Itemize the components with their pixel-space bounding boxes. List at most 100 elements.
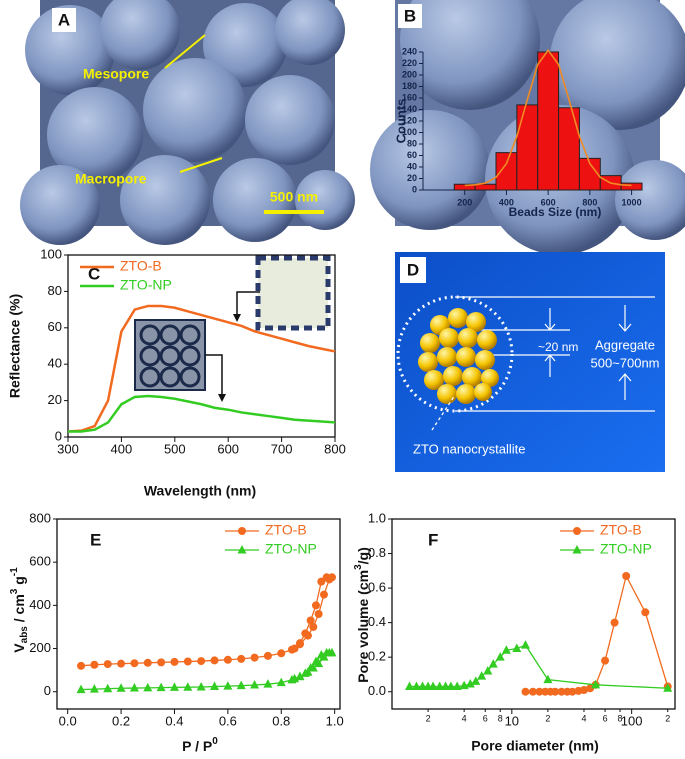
annotation: Mesopore [83, 66, 149, 82]
marker [196, 681, 206, 691]
marker [520, 640, 530, 649]
y-tick-label: 120 [402, 115, 417, 125]
marker [90, 660, 99, 669]
marker [301, 629, 310, 638]
legend-marker [238, 527, 246, 535]
bar [558, 107, 580, 191]
marker [314, 610, 323, 618]
bar [495, 152, 518, 191]
marker [483, 666, 493, 675]
panel-label-box [52, 8, 76, 32]
marker [210, 656, 219, 665]
panel-label-box [398, 4, 422, 28]
marker [116, 683, 126, 692]
x-tick-label: 8 [498, 713, 503, 723]
marker [477, 671, 487, 680]
marker [290, 673, 300, 683]
marker [446, 681, 456, 691]
marker [263, 679, 273, 688]
nanocrystal-label: ZTO nanocrystallite [413, 441, 525, 456]
marker [143, 658, 152, 667]
marker [306, 616, 315, 625]
bar [516, 104, 539, 191]
guide-lines [396, 295, 655, 413]
x-tick-label: 0.6 [219, 713, 237, 728]
panel-label: A [58, 10, 70, 29]
marker [103, 660, 112, 669]
x-tick-label: 200 [457, 197, 472, 207]
marker [117, 659, 126, 668]
x-tick-label: 4 [581, 713, 586, 723]
marker [316, 650, 326, 659]
marker [495, 652, 505, 661]
marker [143, 682, 153, 692]
marker [306, 662, 316, 672]
series-line [67, 304, 336, 433]
x-tick-label: 1000 [622, 197, 642, 207]
marker [501, 645, 511, 654]
marker [488, 659, 498, 668]
x-tick-label: 400 [111, 441, 133, 456]
marker [535, 687, 544, 696]
marker [311, 656, 321, 665]
y-tick-label: 0.2 [368, 649, 386, 664]
marker [311, 601, 320, 610]
panel-label: B [404, 6, 416, 25]
x-tick-label: 4 [462, 713, 467, 723]
x-tick-label: 2 [426, 713, 431, 723]
chart-C: 0 20 40 60 80 100 300 400 500 600 700 800 ZTO-B ZTO-N… [40, 246, 346, 456]
marker [183, 682, 193, 691]
y-tick-label: 100 [402, 127, 417, 137]
y-axis-label: Counts [393, 99, 408, 144]
marker [236, 680, 246, 690]
marker [77, 661, 86, 670]
x-tick-label: 600 [541, 197, 556, 207]
marker [512, 643, 522, 653]
marker [103, 683, 113, 693]
x-tick-label: 6 [483, 713, 488, 723]
marker [521, 687, 530, 696]
marker [411, 681, 421, 691]
y-tick-label: 20 [407, 173, 417, 183]
panel-label: E [90, 530, 101, 549]
marker [601, 656, 610, 665]
marker [405, 681, 415, 691]
y-tick-label: 40 [407, 161, 417, 171]
marker [223, 681, 233, 690]
y-tick-label: 200 [29, 640, 51, 655]
x-tick-label: 10 [505, 713, 519, 728]
arrow [164, 34, 206, 69]
scale-bar [264, 210, 324, 214]
scale-bar-label: 500 nm [270, 189, 318, 205]
x-tick-label: 300 [57, 441, 79, 456]
legend-label: ZTO-B [600, 522, 642, 538]
x-tick-label: 1.0 [326, 713, 344, 728]
y-axis-label: Pore volume (cm3/g) [353, 547, 371, 683]
legend-label: ZTO-B [265, 522, 307, 538]
marker [89, 684, 99, 693]
marker [290, 644, 299, 653]
bar [578, 157, 601, 191]
pointer [431, 394, 456, 431]
x-tick-label: 2 [545, 713, 550, 723]
marker [551, 687, 560, 696]
marker [622, 572, 631, 580]
marker [317, 577, 326, 586]
arrow [179, 157, 223, 173]
marker [568, 687, 577, 696]
legend-marker [237, 545, 247, 554]
series-line [81, 652, 332, 691]
y-tick-label: 100 [40, 246, 62, 261]
marker [465, 678, 475, 688]
inset-photos [134, 255, 331, 402]
bar [537, 51, 560, 191]
marker [557, 687, 566, 696]
marker [263, 651, 272, 660]
x-axis-label: Wavelength (nm) [144, 483, 256, 499]
plot-frame [67, 254, 336, 438]
aggregate-label: Aggregate [595, 337, 655, 352]
marker [579, 686, 588, 694]
y-tick-label: 800 [29, 510, 51, 525]
